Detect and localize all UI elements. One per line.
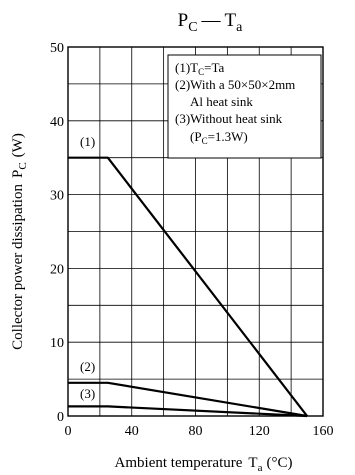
legend-box bbox=[167, 54, 322, 159]
y-tick-label: 40 bbox=[50, 115, 64, 130]
series-line-3 bbox=[68, 405, 308, 418]
y-tick-labels: 0 10 20 30 40 50 bbox=[50, 41, 64, 425]
legend-line-4: (3)Without heat sink bbox=[175, 111, 283, 126]
plot-frame bbox=[67, 46, 324, 417]
x-tick-labels: 0 40 80 120 160 bbox=[65, 424, 334, 439]
series-label-3: (3) bbox=[80, 386, 95, 401]
y-tick-label: 30 bbox=[50, 189, 64, 204]
series-group: (1) (2) (3) bbox=[68, 134, 308, 418]
y-tick-label: 10 bbox=[50, 336, 64, 351]
chart-title: PC — Ta bbox=[178, 10, 244, 35]
y-tick-label: 50 bbox=[50, 41, 64, 56]
y-tick-label: 20 bbox=[50, 262, 64, 277]
x-tick-label: 40 bbox=[125, 424, 139, 439]
legend-line-3: Al heat sink bbox=[190, 94, 253, 109]
series-line-2 bbox=[68, 381, 308, 418]
legend-line-5: (PC=1.3W) bbox=[190, 129, 248, 146]
y-axis-label: Collector power dissipationPC(W) bbox=[10, 133, 29, 350]
series-label-2: (2) bbox=[80, 359, 95, 374]
x-tick-label: 160 bbox=[313, 424, 334, 439]
x-axis-label: Ambient temperature Ta (°C) bbox=[115, 455, 293, 474]
x-tick-label: 0 bbox=[65, 424, 72, 439]
x-tick-label: 80 bbox=[189, 424, 203, 439]
series-line-1 bbox=[68, 156, 308, 417]
legend-line-1: (1)TC=Ta bbox=[175, 60, 224, 77]
y-tick-label: 0 bbox=[57, 410, 64, 425]
legend-text: (1)TC=Ta (2)With a 50×50×2mm Al heat sin… bbox=[175, 60, 295, 146]
x-tick-label: 120 bbox=[249, 424, 270, 439]
series-label-1: (1) bbox=[80, 134, 95, 149]
legend-line-2: (2)With a 50×50×2mm bbox=[175, 77, 295, 92]
